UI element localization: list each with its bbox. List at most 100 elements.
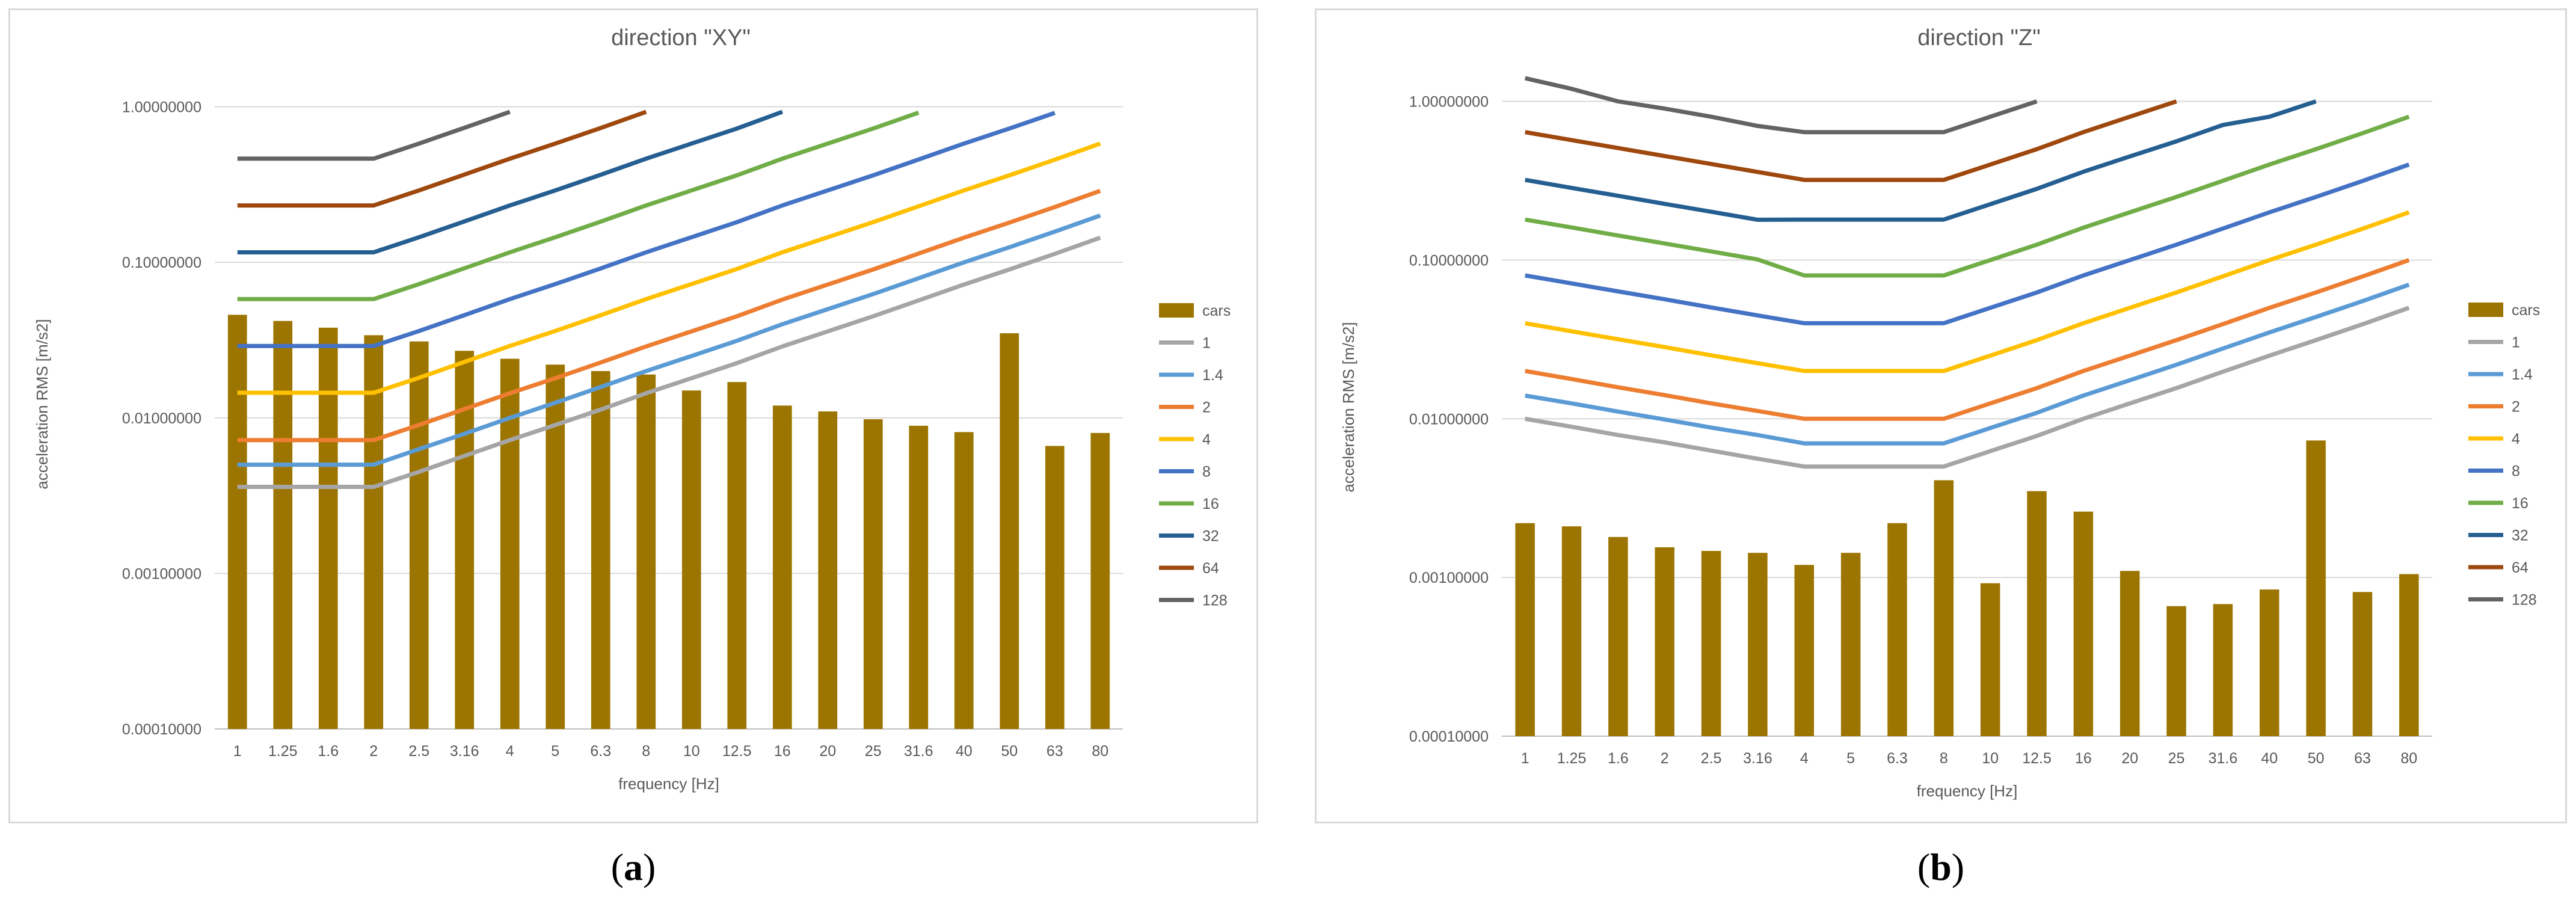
y-tick-label: 0.10000000 [1409,252,1489,269]
series-line-1-4 [237,214,1101,467]
bar-cars-80 [2399,574,2419,736]
bar-cars-1 [227,315,247,729]
y-tick-label: 0.00010000 [122,721,201,738]
series-line-128 [1524,76,2038,135]
series-line-16 [237,110,920,301]
y-tick-label: 1.00000000 [1409,94,1489,111]
legend-label-1-4: 1.4 [2512,366,2533,383]
bar-cars-6.3 [1887,523,1907,736]
series-line-16 [1525,114,2410,278]
legend-label-1: 1 [1202,335,1211,352]
x-axis-label: frequency [Hz] [1917,782,2018,800]
bar-cars-31.6 [2213,604,2233,736]
series-line-1-4 [1525,283,2410,446]
chart-panel-b: direction "Z" 1.00000000 0.10000000 0.01000… [1315,8,2567,823]
legend-label-128: 128 [2512,592,2537,609]
bar-cars-20 [818,411,838,729]
x-tick-label: 5 [551,743,559,760]
bar-cars-1 [1515,523,1535,736]
bar-cars-10 [681,390,701,729]
series-line-128 [237,109,511,161]
legend-label-8: 8 [1202,464,1211,481]
legend-label-cars: cars [1202,303,1231,319]
x-tick-label: 20 [819,743,836,760]
bar-cars-50 [2306,440,2326,736]
x-tick-label: 20 [2121,750,2138,767]
chart-a-svg: direction "XY" 1.00000000 0.10000000 0.0100… [33,25,1231,793]
series-line-32 [1525,99,2317,222]
bar-cars-12.5 [2027,491,2047,736]
bar-cars-8 [636,374,656,729]
bar-cars-40 [954,432,974,729]
series-line-8 [237,111,1056,348]
x-tick-label: 3.16 [1743,750,1772,767]
bar-cars-10 [1980,583,2000,736]
y-tick-label: 0.01000000 [122,410,201,427]
bar-cars-3.16 [455,351,475,729]
bar-cars-16 [2073,511,2094,736]
x-tick-label: 12.5 [2022,750,2052,767]
series-line-4 [1525,210,2410,374]
caption-a: (a) [610,846,656,888]
legend-label-32: 32 [2512,527,2528,544]
bar-cars-3.16 [1748,553,1768,736]
bar-cars-2 [1655,547,1674,736]
x-tick-label: 5 [1846,750,1855,767]
bar-cars-2.5 [409,341,429,729]
y-tick-label: 0.00100000 [122,565,201,582]
bar-cars-25 [2166,606,2186,736]
legend-label-2: 2 [1202,399,1211,416]
x-tick-label: 1 [233,743,242,760]
x-tick-label: 31.6 [904,743,933,760]
legend-label-64: 64 [2512,559,2528,576]
bar-cars-5 [1840,553,1861,736]
x-tick-label: 10 [1982,750,1999,767]
bar-cars-8 [1934,480,1954,736]
x-tick-label: 31.6 [2209,750,2238,767]
x-tick-label: 6.3 [1887,750,1908,767]
legend-label-4: 4 [2512,431,2520,447]
x-tick-label: 8 [642,743,650,760]
y-tick-label: 1.00000000 [122,99,201,116]
bar-cars-6.3 [591,370,610,729]
y-tick-label: 0.01000000 [1409,411,1489,428]
bar-cars-80 [1090,432,1110,729]
chart-b-svg: direction "Z" 1.00000000 0.10000000 0.01000… [1339,25,2540,800]
bar-cars-1.25 [273,321,293,729]
x-tick-label: 25 [2168,750,2185,767]
caption-b: (b) [1917,846,1965,888]
x-tick-label: 3.16 [450,743,479,760]
bar-cars-31.6 [909,425,929,729]
legend-label-16: 16 [2512,495,2528,512]
series-line-1 [237,235,1101,489]
legend-label-4: 4 [1202,431,1211,448]
bar-cars-1.6 [318,327,338,729]
legend-label-1: 1 [2512,334,2520,351]
x-tick-label: 2 [1661,750,1669,767]
x-tick-label: 16 [774,743,791,760]
series-line-1 [1525,306,2410,469]
x-tick-label: 8 [1940,750,1948,767]
x-tick-label: 50 [2308,750,2325,767]
legend-label-16: 16 [1202,496,1219,512]
series-line-8 [1525,162,2410,325]
x-tick-label: 2.5 [1701,750,1722,767]
bar-cars-2 [364,335,384,729]
x-tick-label: 1.25 [1557,750,1587,767]
chart-panel-a: direction "XY" 1.00000000 0.10000000 0.0100… [8,8,1258,823]
x-tick-label: 50 [1001,743,1018,760]
bar-cars-63 [1045,446,1065,729]
bar-cars-20 [2120,571,2140,736]
bar-cars-12.5 [727,382,747,729]
bar-cars-2.5 [1701,550,1721,736]
legend-label-1-4: 1.4 [1202,367,1223,384]
x-tick-label: 16 [2075,750,2092,767]
legend-label-2: 2 [2512,399,2520,416]
x-tick-label: 1.6 [318,743,339,760]
x-tick-label: 63 [1047,743,1063,760]
x-tick-label: 2.5 [408,743,429,760]
series-line-2 [237,189,1101,443]
x-axis-label: frequency [Hz] [618,775,719,793]
x-tick-label: 25 [865,743,882,760]
bar-cars-50 [1000,333,1019,729]
